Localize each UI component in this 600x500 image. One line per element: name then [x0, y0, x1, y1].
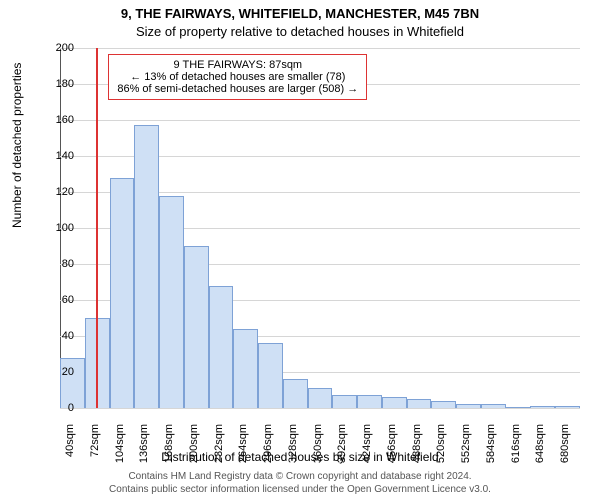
grid-line — [60, 120, 580, 121]
x-tick-label: 328sqm — [287, 424, 299, 474]
x-tick-label: 264sqm — [237, 424, 249, 474]
x-tick-label: 360sqm — [312, 424, 324, 474]
callout-line3: 86% of semi-detached houses are larger (… — [117, 83, 358, 95]
x-tick-label: 168sqm — [163, 424, 175, 474]
histogram-bar — [233, 329, 258, 408]
x-tick-label: 424sqm — [361, 424, 373, 474]
x-tick-label: 104sqm — [114, 424, 126, 474]
y-tick-label: 0 — [34, 402, 74, 414]
histogram-bar — [283, 379, 308, 408]
histogram-bar — [506, 407, 531, 408]
histogram-bar — [407, 399, 432, 408]
x-tick-label: 200sqm — [188, 424, 200, 474]
x-tick-label: 584sqm — [485, 424, 497, 474]
histogram-bar — [258, 343, 283, 408]
x-tick-label: 232sqm — [213, 424, 225, 474]
x-tick-label: 136sqm — [138, 424, 150, 474]
x-tick-label: 392sqm — [336, 424, 348, 474]
histogram-bar — [308, 388, 333, 408]
callout-box: 9 THE FAIRWAYS: 87sqm← 13% of detached h… — [108, 54, 367, 100]
x-tick-label: 456sqm — [386, 424, 398, 474]
grid-line — [60, 408, 580, 409]
histogram-bar — [332, 395, 357, 408]
histogram-bar — [382, 397, 407, 408]
y-tick-label: 40 — [34, 330, 74, 342]
histogram-bar — [110, 178, 135, 408]
histogram-bar — [481, 404, 506, 408]
histogram-bar — [431, 401, 456, 408]
x-tick-label: 488sqm — [411, 424, 423, 474]
grid-line — [60, 48, 580, 49]
x-tick-label: 40sqm — [64, 424, 76, 474]
y-tick-label: 180 — [34, 78, 74, 90]
histogram-bar — [134, 125, 159, 408]
y-tick-label: 200 — [34, 42, 74, 54]
x-tick-label: 520sqm — [435, 424, 447, 474]
histogram-bar — [456, 404, 481, 408]
marker-line — [96, 48, 98, 408]
x-tick-label: 72sqm — [89, 424, 101, 474]
chart-title-line1: 9, THE FAIRWAYS, WHITEFIELD, MANCHESTER,… — [0, 6, 600, 21]
x-tick-label: 296sqm — [262, 424, 274, 474]
chart-title-line2: Size of property relative to detached ho… — [0, 24, 600, 39]
histogram-bar — [159, 196, 184, 408]
histogram-bar — [530, 406, 555, 408]
y-axis-label: Number of detached properties — [10, 63, 24, 228]
y-tick-label: 120 — [34, 186, 74, 198]
chart-container: 9, THE FAIRWAYS, WHITEFIELD, MANCHESTER,… — [0, 0, 600, 500]
histogram-bar — [357, 395, 382, 408]
callout-line2: ← 13% of detached houses are smaller (78… — [117, 71, 358, 83]
callout-line1: 9 THE FAIRWAYS: 87sqm — [117, 59, 358, 71]
y-tick-label: 60 — [34, 294, 74, 306]
histogram-bar — [184, 246, 209, 408]
x-tick-label: 648sqm — [534, 424, 546, 474]
histogram-bar — [209, 286, 234, 408]
x-tick-label: 552sqm — [460, 424, 472, 474]
y-tick-label: 100 — [34, 222, 74, 234]
y-tick-label: 20 — [34, 366, 74, 378]
x-tick-label: 616sqm — [510, 424, 522, 474]
y-tick-label: 160 — [34, 114, 74, 126]
y-tick-label: 140 — [34, 150, 74, 162]
plot-area: 9 THE FAIRWAYS: 87sqm← 13% of detached h… — [60, 48, 580, 408]
histogram-bar — [555, 406, 580, 408]
x-tick-label: 680sqm — [559, 424, 571, 474]
y-tick-label: 80 — [34, 258, 74, 270]
footer-line2: Contains public sector information licen… — [0, 483, 600, 496]
